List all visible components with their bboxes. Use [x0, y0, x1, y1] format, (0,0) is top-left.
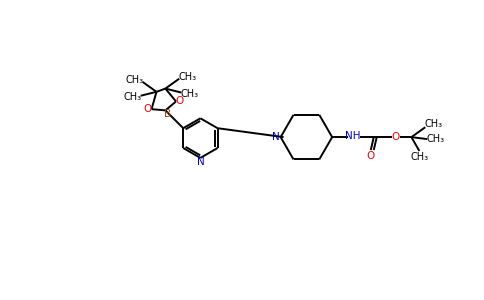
- Text: CH₃: CH₃: [424, 119, 442, 129]
- Text: O: O: [392, 132, 400, 142]
- Text: N: N: [197, 157, 204, 167]
- Text: CH₃: CH₃: [126, 75, 144, 85]
- Text: CH₃: CH₃: [178, 72, 196, 82]
- Text: B: B: [164, 109, 171, 119]
- Text: N: N: [272, 132, 280, 142]
- Text: O: O: [176, 97, 184, 106]
- Text: CH₃: CH₃: [180, 88, 198, 98]
- Text: O: O: [367, 151, 375, 161]
- Text: CH₃: CH₃: [123, 92, 142, 102]
- Text: O: O: [143, 104, 152, 114]
- Text: NH: NH: [345, 131, 361, 141]
- Text: CH₃: CH₃: [426, 134, 444, 144]
- Text: CH₃: CH₃: [410, 152, 428, 162]
